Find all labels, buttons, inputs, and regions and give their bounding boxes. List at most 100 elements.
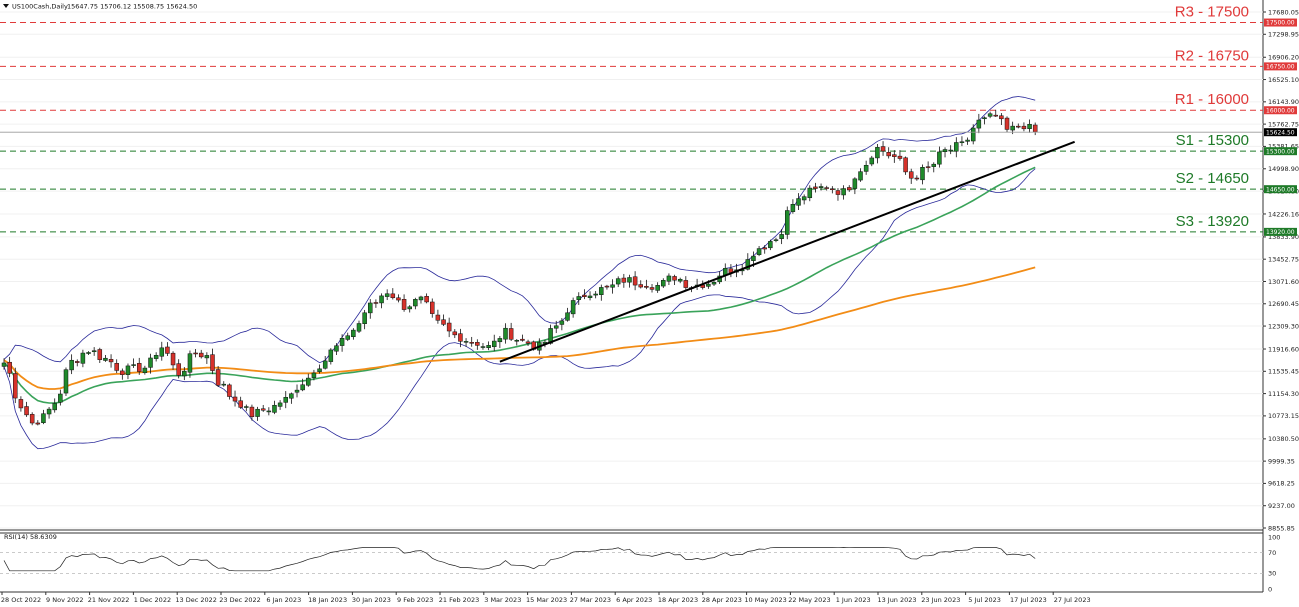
uptrend-line (499, 140, 1075, 363)
candle-body (858, 171, 863, 181)
candle-body (249, 406, 255, 418)
candle (491, 334, 497, 352)
candle-body (931, 163, 937, 167)
candle-body (959, 141, 965, 144)
candle-body (210, 354, 215, 371)
level-label-16000: R1 - 16000 (1175, 91, 1249, 108)
time-tick-label: 9 Nov 2022 (46, 596, 84, 604)
candle (599, 284, 604, 301)
bollinger-lower-line (3, 168, 1036, 450)
candle-body (125, 365, 131, 375)
candle-body (914, 177, 920, 180)
candle (948, 145, 953, 155)
candle-body (880, 146, 886, 152)
candle-body (170, 352, 176, 366)
price-tick-label: 14226.16 (1268, 210, 1299, 218)
ma-green-line (3, 166, 1036, 404)
candle-body (824, 187, 829, 189)
candle (959, 136, 965, 147)
candle-body (644, 285, 649, 288)
time-tick-label: 3 Mar 2023 (484, 596, 521, 604)
candle-body (525, 341, 531, 344)
time-tick-label: 21 Nov 2022 (88, 596, 130, 604)
candle-body (954, 142, 959, 152)
candle-body (897, 155, 903, 159)
price-axis-labels: 17680.05 17298.95 16906.20 16525.10 16143.90… (1263, 8, 1299, 532)
candle (475, 339, 480, 350)
candle-body (903, 157, 908, 173)
candle-body (356, 323, 362, 332)
candle-body (796, 198, 801, 206)
candle-body (801, 196, 807, 201)
symbol-label: US100Cash,Daily (12, 3, 68, 11)
candle (576, 292, 582, 305)
candle-body (232, 396, 238, 402)
candle (830, 186, 835, 194)
candle-body (920, 167, 925, 181)
price-tick-label: 13833.90 (1268, 233, 1299, 241)
candle-body (830, 188, 835, 190)
rsi-tick-label: 70 (1268, 549, 1276, 557)
candle-body (345, 335, 350, 340)
candle (379, 293, 384, 309)
candle-body (24, 406, 29, 416)
candle-body (711, 281, 717, 285)
candle-body (491, 340, 497, 348)
candle (920, 164, 925, 185)
price-tick-label: 9618.25 (1268, 480, 1295, 488)
candle-body (63, 369, 69, 394)
level-price-tag-text: 13920.00 (1266, 229, 1295, 236)
candle (204, 352, 210, 364)
candle (390, 288, 396, 300)
time-tick-label: 18 Apr 2023 (658, 596, 698, 604)
candle (925, 161, 931, 173)
candle-body (413, 299, 418, 307)
candle-body (58, 393, 63, 403)
candle (976, 113, 982, 134)
price-tick-label: 9999.35 (1268, 457, 1295, 465)
candle-body (892, 154, 897, 157)
current-price-tag-text: 15624.50 (1266, 129, 1295, 136)
candle (441, 314, 446, 327)
candle-body (187, 353, 193, 373)
candle-body (999, 115, 1004, 120)
candle (987, 111, 993, 119)
candle (430, 298, 435, 318)
time-tick-label: 27 Mar 2023 (570, 596, 611, 604)
candle-body (604, 285, 610, 288)
time-tick-label: 17 Jul 2023 (1010, 596, 1047, 604)
price-tick-label: 12690.45 (1268, 300, 1299, 308)
candle-body (993, 114, 998, 117)
candle-body (153, 355, 159, 359)
candle (965, 137, 970, 145)
candle (255, 406, 260, 421)
candle (1016, 123, 1021, 129)
candle (368, 299, 373, 319)
candle-body (565, 312, 570, 321)
candle-body (322, 360, 328, 369)
candle-body (886, 152, 891, 157)
candle-body (948, 149, 953, 152)
candle-body (306, 377, 311, 386)
candle (221, 381, 227, 387)
candle-body (813, 186, 818, 189)
candle-body (136, 363, 142, 372)
candle-body (198, 352, 204, 358)
collapse-triangle-icon[interactable] (3, 4, 9, 8)
time-tick-label: 28 Apr 2023 (702, 596, 742, 604)
candle-body (103, 357, 108, 361)
candle (153, 352, 159, 362)
bollinger-layer (3, 96, 1036, 450)
candle (762, 245, 767, 254)
candle-body (52, 403, 57, 411)
candle-body (283, 397, 288, 403)
candle (846, 185, 852, 192)
rsi-tick-label: 0 (1268, 585, 1272, 593)
candle-body (148, 357, 153, 368)
rsi-layer: 100 70 30 0 (0, 533, 1280, 593)
candle-body (908, 171, 914, 179)
level-price-tag-text: 14650.00 (1266, 186, 1295, 193)
candle (937, 146, 942, 168)
candle-body (1021, 125, 1027, 130)
